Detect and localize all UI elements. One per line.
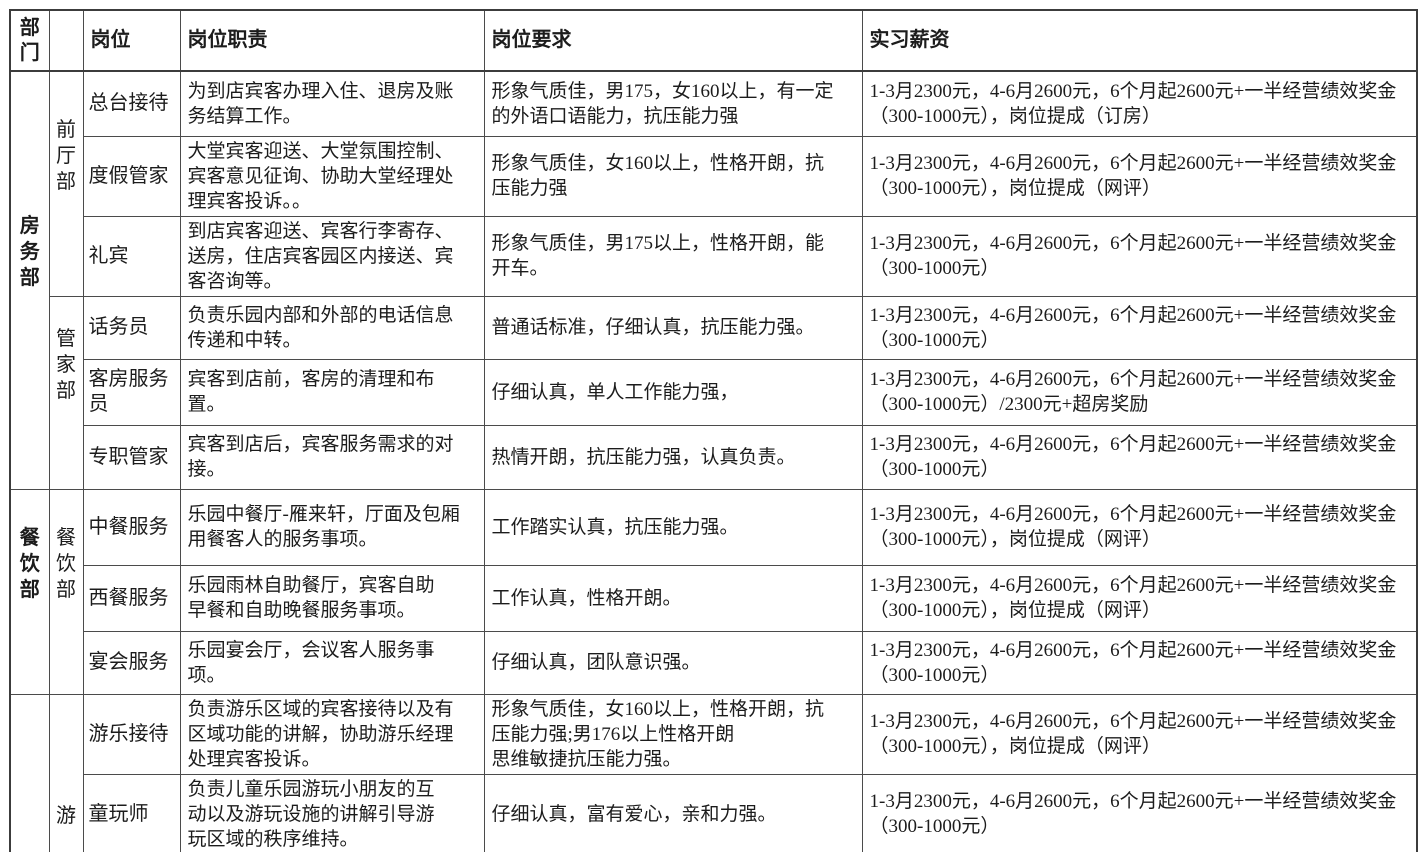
salary-cell: 1-3月2300元，4-6月2600元，6个月起2600元+一半经营绩效奖金 （… xyxy=(861,358,1418,426)
table-row: 专职管家 宾客到店后，宾客服务需求的对 接。 热情开朗，抗压能力强，认真负责。 … xyxy=(10,424,1418,490)
salary-cell: 1-3月2300元，4-6月2600元，6个月起2600元+一半经营绩效奖金 （… xyxy=(861,630,1418,695)
duty-cell: 宾客到店后，宾客服务需求的对 接。 xyxy=(179,424,485,490)
position-cell: 度假管家 xyxy=(82,135,181,217)
requirement-cell: 普通话标准，仔细认真，抗压能力强。 xyxy=(483,295,863,360)
duty-cell: 乐园雨林自助餐厅，宾客自助 早餐和自助晚餐服务事项。 xyxy=(179,564,485,632)
position-cell: 专职管家 xyxy=(82,424,181,490)
header-subdept-spacer xyxy=(48,9,84,72)
salary-cell: 1-3月2300元，4-6月2600元，6个月起2600元+一半经营绩效奖金 （… xyxy=(861,693,1418,775)
dept-cell-empty xyxy=(9,693,50,852)
duty-cell: 宾客到店前，客房的清理和布 置。 xyxy=(179,358,485,426)
salary-cell: 1-3月2300元，4-6月2600元，6个月起2600元+一半经营绩效奖金 （… xyxy=(861,488,1418,566)
dept-cell-rooms-division: 房务部 xyxy=(9,70,50,490)
requirement-cell: 仔细认真，单人工作能力强， xyxy=(483,358,863,426)
header-salary: 实习薪资 xyxy=(861,9,1418,72)
header-dept: 部门 xyxy=(9,9,50,72)
position-cell: 游乐接待 xyxy=(82,693,181,775)
position-cell: 礼宾 xyxy=(82,215,181,297)
header-duty: 岗位职责 xyxy=(179,9,485,72)
table-row: 客房服务员 宾客到店前，客房的清理和布 置。 仔细认真，单人工作能力强， 1-3… xyxy=(10,358,1418,426)
table-row: 西餐服务 乐园雨林自助餐厅，宾客自助 早餐和自助晚餐服务事项。 工作认真，性格开… xyxy=(10,564,1418,632)
table-row: 游 游乐接待 负责游乐区域的宾客接待以及有 区域功能的讲解，协助游乐经理 处理宾… xyxy=(9,693,1418,852)
dept-cell-food-beverage: 餐饮部 xyxy=(9,488,50,695)
position-cell: 中餐服务 xyxy=(82,488,181,566)
duty-cell: 负责游乐区域的宾客接待以及有 区域功能的讲解，协助游乐经理 处理宾客投诉。 xyxy=(179,693,485,775)
requirement-cell: 工作踏实认真，抗压能力强。 xyxy=(483,488,863,566)
salary-cell: 1-3月2300元，4-6月2600元，6个月起2600元+一半经营绩效奖金 （… xyxy=(861,773,1418,852)
position-cell: 话务员 xyxy=(82,295,181,360)
recruitment-positions-table: 部门 岗位 岗位职责 岗位要求 实习薪资 房务部 前厅部 总台接待 为到店宾客办… xyxy=(9,9,1418,852)
position-cell: 童玩师 xyxy=(82,773,181,852)
requirement-cell: 形象气质佳，男175，女160以上，有一定 的外语口语能力，抗压能力强 xyxy=(483,70,863,137)
salary-cell: 1-3月2300元，4-6月2600元，6个月起2600元+一半经营绩效奖金 （… xyxy=(861,70,1418,137)
duty-cell: 负责乐园内部和外部的电话信息 传递和中转。 xyxy=(179,295,485,360)
subdept-cell-front-office: 前厅部 xyxy=(48,70,84,297)
header-requirement: 岗位要求 xyxy=(483,9,863,72)
table-header-row: 部门 岗位 岗位职责 岗位要求 实习薪资 xyxy=(9,9,1418,72)
duty-cell: 乐园宴会厅，会议客人服务事 项。 xyxy=(179,630,485,695)
requirement-cell: 形象气质佳，男175以上，性格开朗，能 开车。 xyxy=(483,215,863,297)
position-cell: 西餐服务 xyxy=(82,564,181,632)
table-row: 度假管家 大堂宾客迎送、大堂氛围控制、 宾客意见征询、协助大堂经理处 理宾客投诉… xyxy=(10,135,1418,217)
requirement-cell: 热情开朗，抗压能力强，认真负责。 xyxy=(483,424,863,490)
table-row: 管家部 话务员 负责乐园内部和外部的电话信息 传递和中转。 普通话标准，仔细认真… xyxy=(10,295,1418,490)
table-row: 礼宾 到店宾客迎送、宾客行李寄存、 送房，住店宾客园区内接送、宾 客咨询等。 形… xyxy=(10,215,1418,297)
requirement-cell: 工作认真，性格开朗。 xyxy=(483,564,863,632)
salary-cell: 1-3月2300元，4-6月2600元，6个月起2600元+一半经营绩效奖金 （… xyxy=(861,295,1418,360)
duty-cell: 为到店宾客办理入住、退房及账 务结算工作。 xyxy=(179,70,485,137)
requirement-cell: 形象气质佳，女160以上，性格开朗，抗 压能力强 xyxy=(483,135,863,217)
table-row: 房务部 前厅部 总台接待 为到店宾客办理入住、退房及账 务结算工作。 形象气质佳… xyxy=(9,70,1418,490)
table-row: 宴会服务 乐园宴会厅，会议客人服务事 项。 仔细认真，团队意识强。 1-3月23… xyxy=(10,630,1418,695)
duty-cell: 乐园中餐厅-雁来轩，厅面及包厢 用餐客人的服务事项。 xyxy=(179,488,485,566)
duty-cell: 到店宾客迎送、宾客行李寄存、 送房，住店宾客园区内接送、宾 客咨询等。 xyxy=(179,215,485,297)
salary-cell: 1-3月2300元，4-6月2600元，6个月起2600元+一半经营绩效奖金 （… xyxy=(861,564,1418,632)
position-cell: 宴会服务 xyxy=(82,630,181,695)
duty-cell: 大堂宾客迎送、大堂氛围控制、 宾客意见征询、协助大堂经理处 理宾客投诉。。 xyxy=(179,135,485,217)
table-row: 餐饮部 餐饮部 中餐服务 乐园中餐厅-雁来轩，厅面及包厢 用餐客人的服务事项。 … xyxy=(9,488,1418,695)
subdept-cell-food-beverage: 餐饮部 xyxy=(48,488,84,695)
salary-cell: 1-3月2300元，4-6月2600元，6个月起2600元+一半经营绩效奖金 （… xyxy=(861,135,1418,217)
position-cell: 总台接待 xyxy=(82,70,181,137)
header-position: 岗位 xyxy=(82,9,181,72)
position-cell: 客房服务员 xyxy=(82,358,181,426)
subdept-cell-recreation: 游 xyxy=(48,693,84,852)
salary-cell: 1-3月2300元，4-6月2600元，6个月起2600元+一半经营绩效奖金 （… xyxy=(861,424,1418,490)
duty-cell: 负责儿童乐园游玩小朋友的互 动以及游玩设施的讲解引导游 玩区域的秩序维持。 xyxy=(179,773,485,852)
subdept-cell-butler: 管家部 xyxy=(48,295,84,490)
requirement-cell: 仔细认真，团队意识强。 xyxy=(483,630,863,695)
table-row: 童玩师 负责儿童乐园游玩小朋友的互 动以及游玩设施的讲解引导游 玩区域的秩序维持… xyxy=(10,773,1418,852)
requirement-cell: 仔细认真，富有爱心，亲和力强。 xyxy=(483,773,863,852)
requirement-cell: 形象气质佳，女160以上，性格开朗，抗 压能力强;男176以上性格开朗 思维敏捷… xyxy=(483,693,863,775)
salary-cell: 1-3月2300元，4-6月2600元，6个月起2600元+一半经营绩效奖金 （… xyxy=(861,215,1418,297)
